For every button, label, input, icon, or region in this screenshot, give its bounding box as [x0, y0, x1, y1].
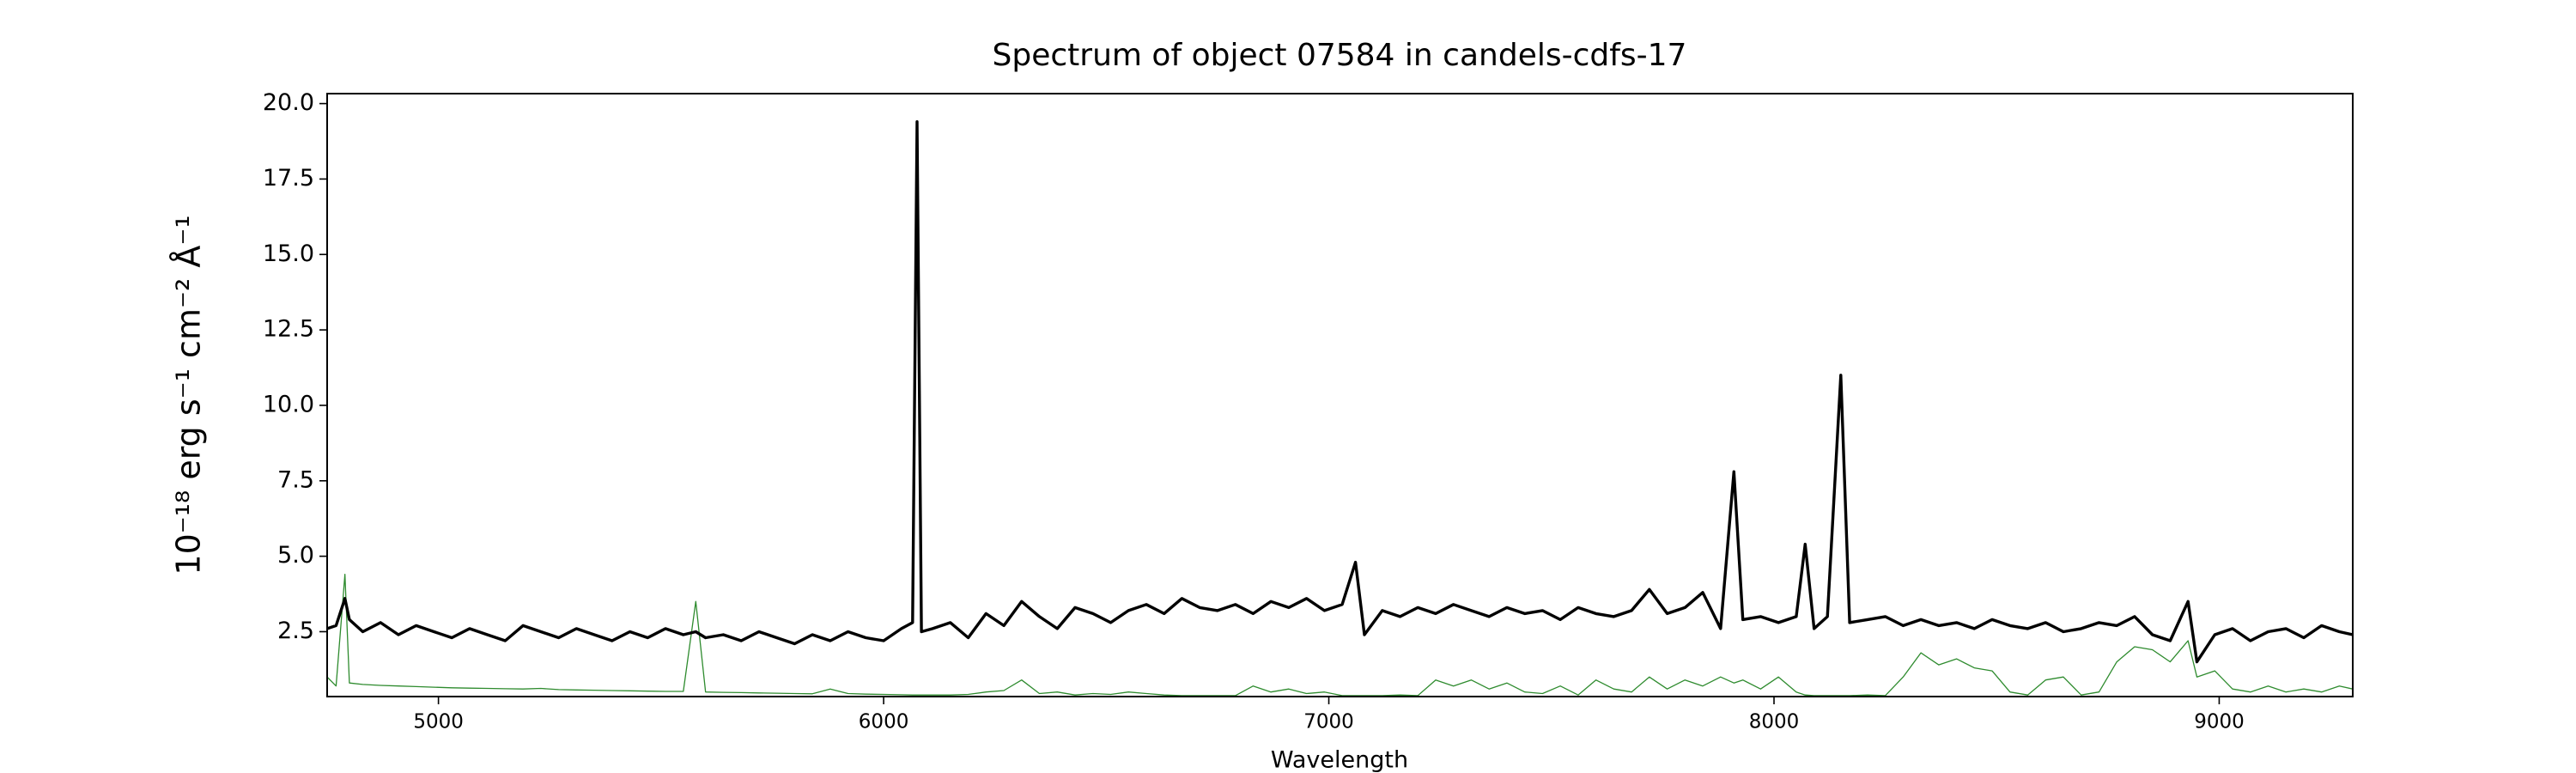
- x-tick-label: 7000: [1303, 711, 1354, 733]
- y-tick-label: 12.5: [263, 316, 314, 343]
- x-tick-label: 8000: [1749, 711, 1800, 733]
- y-tick-label: 2.5: [277, 618, 314, 644]
- x-tick-label: 5000: [413, 711, 464, 733]
- spectrum-line: [327, 574, 2353, 697]
- chart-title: Spectrum of object 07584 in candels-cdfs…: [993, 38, 1687, 73]
- x-tick-label: 9000: [2194, 711, 2245, 733]
- x-axis-label: Wavelength: [1271, 747, 1408, 773]
- y-tick-label: 5.0: [277, 542, 314, 569]
- y-tick-label: 20.0: [263, 89, 314, 116]
- y-tick-label: 15.0: [263, 240, 314, 267]
- y-tick-label: 7.5: [277, 466, 314, 493]
- y-axis-label: 10⁻¹⁸ erg s⁻¹ cm⁻² Å⁻¹: [170, 215, 208, 575]
- spectrum-line: [327, 120, 2353, 664]
- plot-frame: [326, 93, 2354, 697]
- y-tick-label: 17.5: [263, 165, 314, 192]
- x-tick-label: 6000: [859, 711, 909, 733]
- y-tick-label: 10.0: [263, 391, 314, 417]
